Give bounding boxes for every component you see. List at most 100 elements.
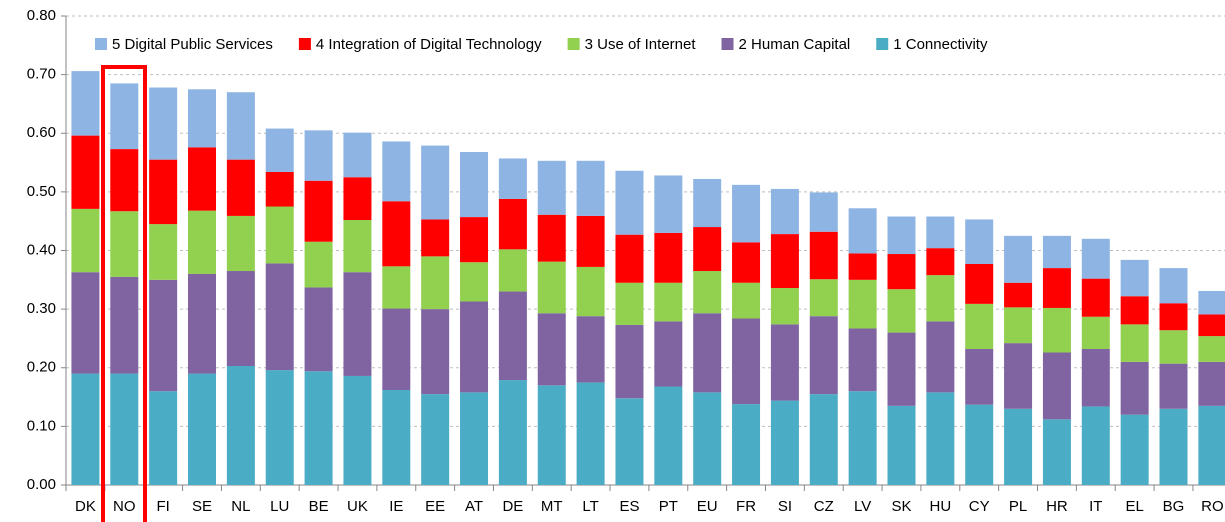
- bar-segment: [848, 328, 877, 392]
- bar-segment: [654, 321, 683, 387]
- x-tick-label: NO: [113, 498, 136, 515]
- bar-segment: [110, 149, 139, 212]
- bar-segment: [732, 282, 761, 319]
- legend-label: 3 Use of Internet: [585, 36, 697, 53]
- bar-segment: [654, 232, 683, 283]
- bar-segment: [809, 192, 838, 232]
- bar-segment: [1004, 307, 1033, 344]
- bar-segment: [770, 288, 799, 325]
- bar-segment: [615, 170, 644, 235]
- bar-segment: [1081, 406, 1110, 485]
- bar-segment: [226, 159, 255, 216]
- x-tick-label: PL: [1009, 498, 1027, 515]
- bar-segment: [498, 249, 527, 292]
- bar-segment: [460, 152, 489, 218]
- legend-swatch: [567, 38, 580, 50]
- bar-segment: [498, 380, 527, 485]
- y-tick-label: 0.80: [27, 7, 56, 24]
- legend-swatch: [721, 38, 734, 50]
- bar-segment: [421, 219, 450, 257]
- bar-segment: [149, 391, 178, 485]
- bar-segment: [1042, 235, 1071, 269]
- bar-segment: [460, 301, 489, 393]
- bar-segment: [1004, 282, 1033, 308]
- bar-segment: [265, 206, 294, 264]
- bar-segment: [304, 130, 333, 181]
- bar-segment: [304, 241, 333, 288]
- y-tick-label: 0.70: [27, 66, 56, 83]
- bar-segment: [926, 321, 955, 393]
- bar-segment: [537, 214, 566, 262]
- bar-segment: [926, 275, 955, 322]
- x-tick-label: RO: [1201, 498, 1224, 515]
- bar-segment: [71, 71, 100, 136]
- bar-segment: [265, 171, 294, 207]
- bar-segment: [110, 276, 139, 374]
- x-tick-label: EU: [697, 498, 718, 515]
- bar-segment: [848, 208, 877, 254]
- bar-segment: [1004, 343, 1033, 409]
- bar-segment: [1120, 259, 1149, 297]
- bar-segment: [732, 242, 761, 283]
- bar-segment: [382, 201, 411, 267]
- x-tick-label: DE: [502, 498, 523, 515]
- x-tick-label: FI: [156, 498, 169, 515]
- bar-segment: [615, 234, 644, 283]
- bar-segment: [1198, 290, 1225, 315]
- bar-segment: [732, 404, 761, 485]
- bar-segment: [1081, 278, 1110, 317]
- x-tick-label: BE: [309, 498, 329, 515]
- bar-segment: [226, 271, 255, 366]
- bar-segment: [343, 220, 372, 273]
- bar-segment: [1120, 361, 1149, 415]
- legend-swatch: [876, 38, 889, 50]
- bar-segment: [343, 272, 372, 376]
- bar-segment: [1120, 324, 1149, 362]
- bar-segment: [498, 158, 527, 199]
- bar-segment: [926, 216, 955, 249]
- bar-segment: [809, 394, 838, 485]
- bar-segment: [382, 390, 411, 485]
- bar-segment: [1159, 408, 1188, 485]
- bar-segment: [149, 224, 178, 280]
- bar-segment: [732, 184, 761, 243]
- x-tick-label: DK: [75, 498, 96, 515]
- bar-segment: [110, 373, 139, 485]
- x-tick-label: HR: [1046, 498, 1068, 515]
- bar-segment: [1042, 268, 1071, 308]
- bar-segment: [654, 175, 683, 233]
- bar-segment: [1081, 348, 1110, 407]
- bar-segment: [71, 135, 100, 209]
- bar-segment: [926, 392, 955, 485]
- bar-segment: [1120, 414, 1149, 485]
- bar-segment: [770, 400, 799, 485]
- bar-segment: [770, 324, 799, 401]
- bar-segment: [382, 266, 411, 309]
- bar-segment: [421, 309, 450, 395]
- bar-segment: [1042, 419, 1071, 485]
- y-tick-label: 0.40: [27, 241, 56, 258]
- bar-segment: [226, 215, 255, 272]
- y-tick-label: 0.20: [27, 359, 56, 376]
- bar-segment: [1004, 235, 1033, 283]
- bar-segment: [693, 313, 722, 393]
- bar-segment: [382, 308, 411, 391]
- bar-segment: [576, 266, 605, 317]
- bar-segment: [188, 147, 217, 211]
- x-tick-label: AT: [465, 498, 483, 515]
- bar-segment: [421, 256, 450, 310]
- bar-segment: [304, 180, 333, 242]
- bar-segment: [965, 303, 994, 349]
- x-tick-label: UK: [347, 498, 368, 515]
- bar-segment: [188, 210, 217, 274]
- bar-segment: [848, 391, 877, 485]
- bar-segment: [576, 316, 605, 383]
- bar-segment: [460, 262, 489, 302]
- bar-segment: [654, 282, 683, 322]
- bar-segment: [110, 83, 139, 150]
- bar-segment: [149, 87, 178, 160]
- bar-segment: [537, 385, 566, 485]
- x-tick-label: FR: [736, 498, 756, 515]
- x-tick-label: IT: [1089, 498, 1102, 515]
